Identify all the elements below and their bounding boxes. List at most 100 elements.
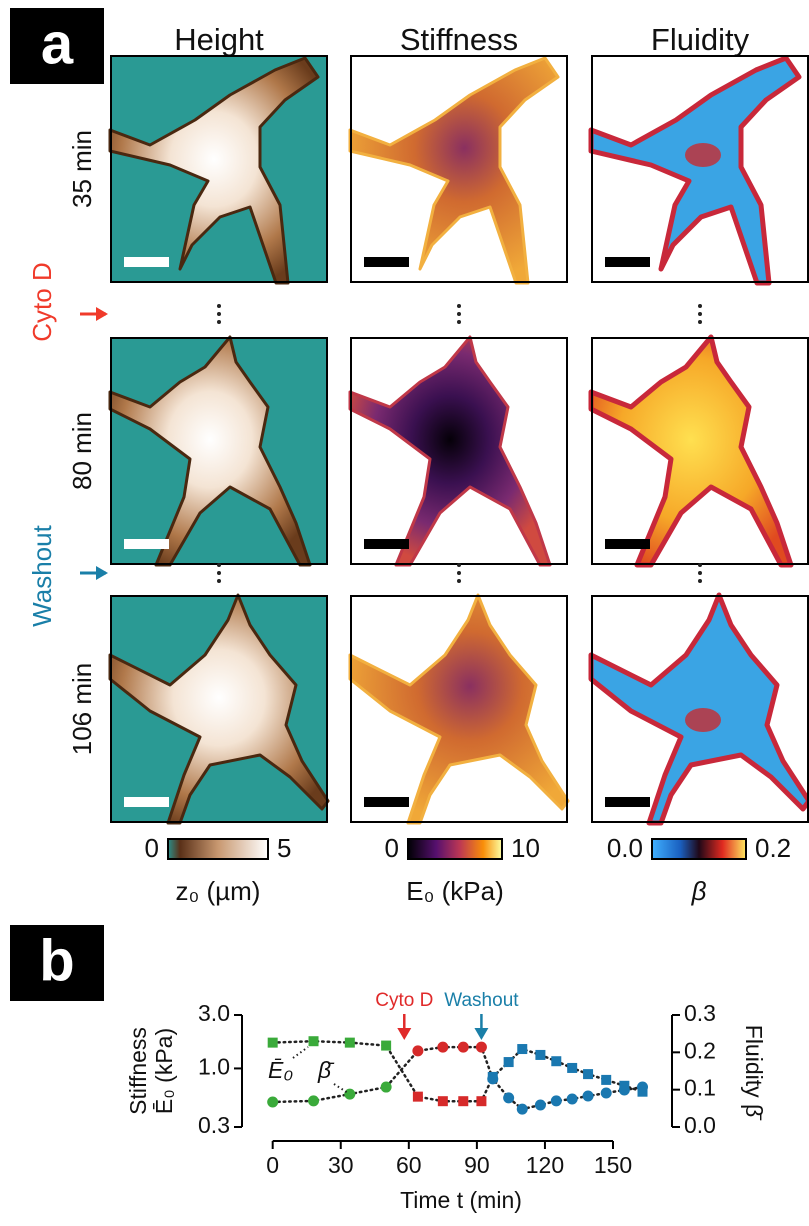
data-point [503, 1092, 514, 1103]
annotation: Cyto D [375, 990, 433, 1011]
colorbar-label: E₀ (kPa) [406, 876, 503, 906]
colorbar-tick-label: 0.2 [755, 833, 791, 863]
scale-bar [364, 539, 409, 549]
colorbar [652, 839, 746, 859]
x-tick-label: 30 [328, 1152, 354, 1178]
data-point [345, 1038, 355, 1048]
y-tick-label: 1.0 [198, 1054, 230, 1080]
panel-label: b [39, 928, 74, 993]
curve-label-leader [334, 1084, 348, 1093]
scale-bar [124, 257, 169, 267]
data-point [535, 1099, 546, 1110]
data-point [517, 1044, 527, 1054]
colorbar [408, 839, 502, 859]
scale-bar [605, 257, 650, 267]
cell-detail [685, 708, 721, 732]
colorbar-tick-label: 0 [385, 833, 399, 863]
colorbar-label: z₀ (µm) [176, 876, 261, 906]
panel-label: a [41, 11, 74, 76]
ellipsis-dot [217, 320, 221, 324]
annotation: Washout [444, 990, 519, 1011]
ellipsis-dot [457, 320, 461, 324]
x-tick-label: 120 [526, 1152, 564, 1178]
data-point [476, 1096, 486, 1106]
data-point [567, 1063, 577, 1073]
data-point [412, 1045, 423, 1056]
colorbar [168, 839, 268, 859]
ellipsis-dot [698, 579, 702, 583]
ellipsis-dot [698, 563, 702, 567]
ellipsis-dot [217, 563, 221, 567]
ellipsis-dot [457, 304, 461, 308]
x-tick-label: 90 [464, 1152, 490, 1178]
ellipsis-dot [457, 579, 461, 583]
y2-axis-label: Fluidity β̄ [741, 1025, 767, 1121]
row-label: 35 min [67, 130, 97, 208]
scale-bar [124, 539, 169, 549]
data-point [458, 1042, 469, 1053]
treatment-label: Washout [27, 524, 57, 626]
ellipsis-dot [217, 579, 221, 583]
x-tick-label: 150 [594, 1152, 632, 1178]
figure: a b HeightStiffnessFluidity35 min80 min1… [0, 0, 809, 1226]
scale-bar [605, 539, 650, 549]
scale-bar [364, 797, 409, 807]
curve-label: β̄ [317, 1057, 335, 1083]
image-panel [350, 55, 568, 283]
ellipsis-dot [698, 312, 702, 316]
y-tick-label: 3.0 [198, 1000, 230, 1026]
data-point [583, 1091, 594, 1102]
data-point [438, 1096, 448, 1106]
ellipsis-dot [217, 312, 221, 316]
ellipsis-dot [457, 312, 461, 316]
column-title: Height [174, 22, 264, 57]
y2-tick-label: 0.1 [684, 1075, 716, 1101]
data-point [619, 1085, 630, 1096]
curve-label-leader [293, 1047, 308, 1058]
colorbar-tick-label: 0.0 [607, 833, 643, 863]
data-point [567, 1094, 578, 1105]
column-title: Stiffness [400, 22, 518, 57]
colorbar-tick-label: 0 [145, 833, 159, 863]
treatment-arrowhead [96, 566, 108, 580]
data-point [535, 1050, 545, 1060]
y-axis-label: Stiffness [125, 1027, 151, 1115]
y-tick-label: 0.3 [198, 1112, 230, 1138]
annotation-arrowhead [474, 1028, 488, 1040]
data-point [637, 1082, 648, 1093]
x-tick-label: 0 [266, 1152, 279, 1178]
ellipsis-dot [457, 563, 461, 567]
curve-label: Ē₀ [268, 1057, 293, 1083]
annotation-arrowhead [397, 1028, 411, 1040]
data-point [517, 1104, 528, 1115]
data-point [601, 1088, 612, 1099]
scale-bar [605, 797, 650, 807]
y-axis-label: Ē₀ (kPa) [151, 1028, 177, 1114]
treatment-label: Cyto D [27, 262, 57, 341]
image-panel [591, 337, 809, 565]
colorbar-tick-label: 10 [511, 833, 540, 863]
data-point [267, 1096, 278, 1107]
data-point [308, 1095, 319, 1106]
data-point [551, 1095, 562, 1106]
row-label: 80 min [67, 412, 97, 490]
image-panel [591, 55, 809, 283]
image-panel [110, 337, 328, 565]
data-point [381, 1041, 391, 1051]
colorbar-label: β [691, 876, 707, 906]
image-panel [110, 595, 328, 823]
ellipsis-dot [217, 571, 221, 575]
ellipsis-dot [457, 571, 461, 575]
image-panel [350, 595, 568, 823]
treatment-arrowhead [96, 307, 108, 321]
ellipsis-dot [698, 571, 702, 575]
data-point [344, 1089, 355, 1100]
data-point [381, 1082, 392, 1093]
data-point [601, 1075, 611, 1085]
data-point [458, 1096, 468, 1106]
colorbar-tick-label: 5 [277, 833, 291, 863]
data-point [309, 1036, 319, 1046]
x-tick-label: 60 [396, 1152, 422, 1178]
y2-tick-label: 0.2 [684, 1037, 716, 1063]
